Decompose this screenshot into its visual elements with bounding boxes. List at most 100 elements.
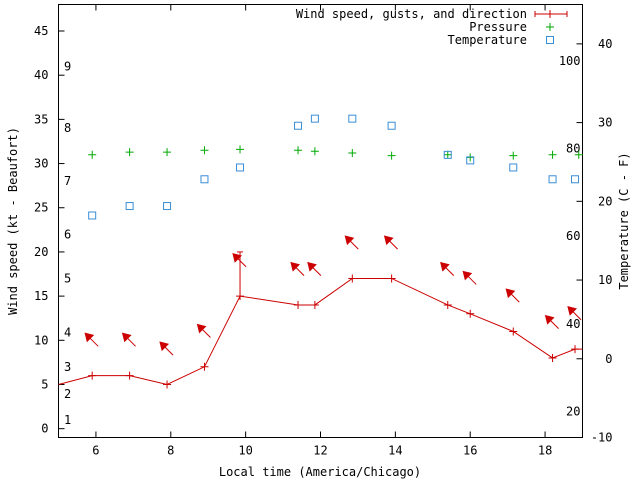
plot-frame	[58, 4, 583, 438]
wind-speed-point	[548, 353, 557, 362]
temperature-point	[443, 150, 452, 159]
x-tick-label: 14	[388, 444, 402, 458]
temperature-point	[509, 163, 518, 172]
wind-direction-arrow	[462, 270, 477, 285]
temperature-point	[125, 202, 134, 211]
y-right-tick-label: 40	[598, 37, 612, 51]
legend: Wind speed, gusts, and directionPressure…	[296, 7, 568, 47]
wind-direction-arrow	[307, 261, 322, 276]
y-right-tick-label: 30	[598, 116, 612, 130]
y-left-tick-label: 15	[34, 289, 48, 303]
wind-speed-point	[443, 300, 452, 309]
temperature-point	[571, 175, 580, 184]
fahrenheit-label: 60	[566, 229, 580, 243]
pressure-point	[236, 145, 245, 154]
temperature-point	[466, 156, 475, 165]
y-left-tick-label: 20	[34, 245, 48, 259]
beaufort-label: 4	[64, 325, 71, 339]
y-left-tick-label: 45	[34, 24, 48, 38]
beaufort-label: 7	[64, 174, 71, 188]
y-axis-left-label: Wind speed (kt - Beaufort)	[6, 127, 20, 315]
pressure-point	[509, 151, 518, 160]
y-left-tick-label: 40	[34, 68, 48, 82]
y-left-tick-label: 35	[34, 112, 48, 126]
wind-speed-point	[200, 362, 209, 371]
wind-speed-point	[125, 371, 134, 380]
legend-wind-swatch	[546, 10, 554, 18]
beaufort-label: 6	[64, 227, 71, 241]
y-left-tick-label: 10	[34, 333, 48, 347]
fahrenheit-label: 100	[559, 54, 581, 68]
wind-speed-point	[294, 300, 303, 309]
pressure-point	[574, 150, 583, 159]
beaufort-label: 5	[64, 271, 71, 285]
wind-speed-point	[310, 300, 319, 309]
pressure-point	[443, 150, 452, 159]
temperature-point	[387, 121, 396, 130]
y-left-tick-label: 5	[41, 377, 48, 391]
beaufort-label: 3	[64, 360, 71, 374]
wind-direction-arrow	[505, 288, 520, 303]
temperature-point	[88, 211, 97, 220]
fahrenheit-label: 20	[566, 405, 580, 419]
pressure-point	[348, 148, 357, 157]
y-right-tick-label: 20	[598, 194, 612, 208]
wind-speed-line	[58, 277, 583, 386]
y-left-tick-label: 25	[34, 201, 48, 215]
pressure-point	[163, 148, 172, 157]
x-tick-label: 6	[92, 444, 99, 458]
x-tick-label: 16	[463, 444, 477, 458]
wind-speed-point	[466, 309, 475, 318]
legend-label: Wind speed, gusts, and direction	[296, 7, 527, 21]
fahrenheit-label: 40	[566, 317, 580, 331]
wind-speed-point	[163, 380, 172, 389]
wind-direction-arrow	[84, 332, 99, 347]
temperature-point	[294, 121, 303, 130]
temperature-point	[310, 114, 319, 123]
pressure-point	[548, 150, 557, 159]
wind-direction-arrow	[159, 341, 174, 356]
temperature-point	[548, 175, 557, 184]
y-right-tick-label: -10	[591, 431, 613, 445]
wind-direction-arrow	[121, 332, 136, 347]
axis-ticks	[58, 4, 583, 438]
y-axis-right-label: Temperature (C - F)	[617, 152, 631, 289]
beaufort-label: 1	[64, 413, 71, 427]
wind-direction-arrow	[383, 235, 398, 250]
pressure-point	[294, 146, 303, 155]
temperature-point	[236, 163, 245, 172]
temperature-point	[163, 202, 172, 211]
legend-label: Pressure	[469, 20, 527, 34]
beaufort-label: 8	[64, 121, 71, 135]
legend-pressure-swatch	[546, 23, 554, 31]
x-tick-label: 8	[167, 444, 174, 458]
wind-direction-arrow	[196, 323, 211, 338]
pressure-point	[200, 146, 209, 155]
wind-direction-arrow	[440, 261, 455, 276]
y-left-tick-label: 0	[41, 422, 48, 436]
wind-direction-arrow	[232, 253, 247, 268]
fahrenheit-label: 80	[566, 142, 580, 156]
pressure-point	[88, 150, 97, 159]
x-tick-label: 12	[313, 444, 327, 458]
wind-direction-arrow	[290, 261, 305, 276]
series-layer	[58, 114, 583, 389]
temperature-point	[200, 175, 209, 184]
beaufort-label: 2	[64, 387, 71, 401]
wind-direction-arrow	[344, 235, 359, 250]
pressure-point	[387, 151, 396, 160]
wind-speed-point	[387, 274, 396, 283]
temperature-point	[348, 114, 357, 123]
pressure-point	[125, 148, 134, 157]
beaufort-label: 9	[64, 59, 71, 73]
pressure-point	[310, 147, 319, 156]
wind-direction-arrow	[544, 314, 559, 329]
wind-speed-point	[88, 371, 97, 380]
y-right-tick-label: 0	[605, 352, 612, 366]
x-tick-label: 18	[538, 444, 552, 458]
x-axis-label: Local time (America/Chicago)	[219, 465, 421, 479]
legend-label: Temperature	[448, 33, 527, 47]
wind-speed-point	[509, 327, 518, 336]
legend-temperature-swatch	[546, 36, 554, 44]
